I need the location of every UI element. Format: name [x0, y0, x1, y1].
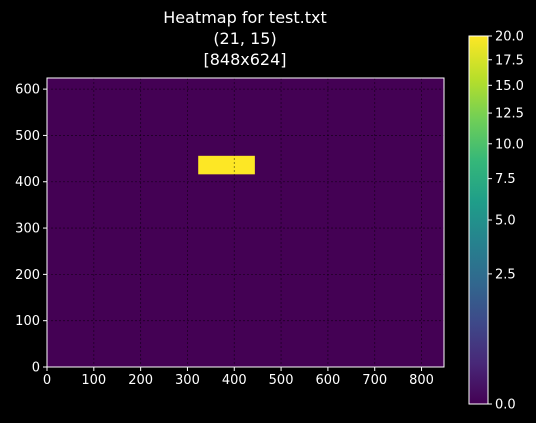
heatmap-background — [47, 78, 444, 367]
chart-title-line-3: [848x624] — [203, 50, 287, 69]
plot-frame — [46, 77, 445, 368]
x-tick-label: 100 — [81, 373, 106, 388]
y-tick-label: 400 — [15, 175, 40, 190]
colorbar-tick-label: 5.0 — [495, 214, 516, 229]
x-tick-label: 600 — [315, 373, 340, 388]
colorbar-tick-label: 20.0 — [495, 30, 524, 45]
x-tick-label: 400 — [222, 373, 247, 388]
x-tick-label: 300 — [175, 373, 200, 388]
x-tick-label: 0 — [43, 373, 51, 388]
y-tick-label: 500 — [15, 129, 40, 144]
x-tick-label: 800 — [409, 373, 434, 388]
colorbar-tick-label: 2.5 — [495, 267, 516, 282]
colorbar-tick-label: 7.5 — [495, 172, 516, 187]
heatmap-hot-cell — [198, 155, 255, 175]
colorbar-tick-label: 10.0 — [495, 137, 524, 152]
colorbar-tick-label: 12.5 — [495, 107, 524, 122]
x-tick-label: 700 — [362, 373, 387, 388]
chart-title-line-1: Heatmap for test.txt — [163, 8, 327, 27]
colorbar-tick-label: 17.5 — [495, 53, 524, 68]
chart-title-line-2: (21, 15) — [213, 29, 277, 48]
x-tick-label: 200 — [128, 373, 153, 388]
colorbar-tick-label: 15.0 — [495, 79, 524, 94]
y-tick-label: 100 — [15, 314, 40, 329]
y-tick-label: 600 — [15, 83, 40, 98]
y-tick-label: 300 — [15, 222, 40, 237]
y-tick-label: 200 — [15, 268, 40, 283]
colorbar-tick-label: 0.0 — [495, 398, 516, 413]
y-tick-label: 0 — [32, 361, 40, 376]
x-tick-label: 500 — [269, 373, 294, 388]
colorbar — [469, 36, 488, 404]
